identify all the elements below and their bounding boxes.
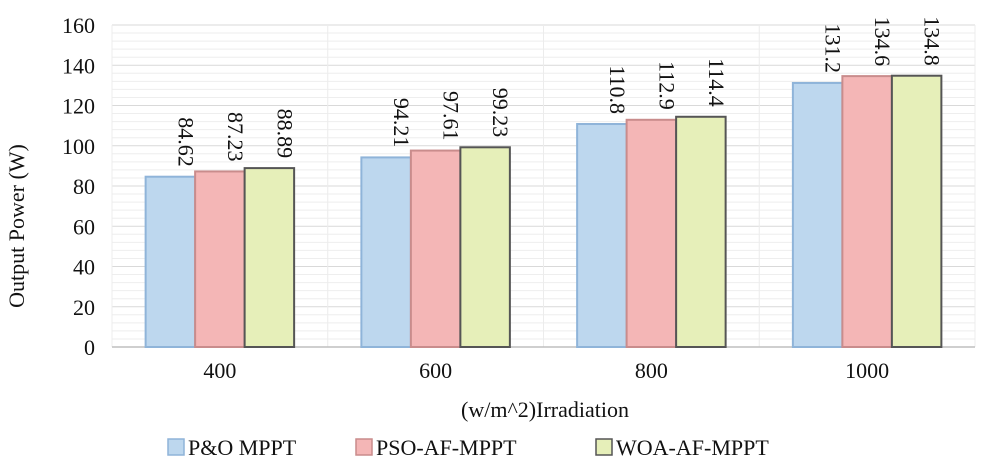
data-label: 112.9 (654, 61, 679, 110)
legend-swatch (595, 438, 613, 456)
bar-p-o-mppt-800 (576, 123, 628, 348)
y-tick-label: 0 (84, 335, 95, 360)
bar-woa-af-mppt-800 (675, 115, 727, 348)
bar-p-o-mppt-400 (144, 175, 197, 348)
bar-pso-af-mppt-400 (194, 170, 246, 348)
data-label: 88.89 (272, 109, 297, 159)
bar-pso-af-mppt-1000 (841, 75, 893, 349)
y-axis-title: Output Power (W) (4, 144, 29, 308)
y-tick-label: 40 (73, 255, 95, 280)
legend-label: PSO-AF-MPPT (376, 435, 517, 460)
legend-label: WOA-AF-MPPT (616, 435, 769, 460)
data-label: 87.23 (223, 112, 248, 162)
x-tick-label: 800 (635, 358, 668, 383)
x-tick-label: 600 (419, 358, 452, 383)
bar-p-o-mppt-1000 (791, 81, 844, 349)
bar-pso-af-mppt-800 (625, 118, 678, 348)
y-tick-label: 20 (73, 295, 95, 320)
y-tick-label: 80 (73, 174, 95, 199)
bar-woa-af-mppt-400 (243, 167, 296, 348)
y-tick-label: 160 (62, 13, 95, 38)
y-tick-label: 120 (62, 94, 95, 119)
data-label: 110.8 (605, 65, 630, 114)
y-tick-label: 100 (62, 134, 95, 159)
bar-pso-af-mppt-600 (409, 149, 462, 348)
bar-woa-af-mppt-600 (459, 146, 511, 348)
bar-layer (144, 74, 943, 349)
data-label: 114.4 (704, 58, 729, 107)
x-axis-title: (w/m^2)Irradiation (461, 397, 629, 422)
x-tick-label: 400 (203, 358, 236, 383)
data-label: 94.21 (389, 98, 414, 148)
y-tick-label: 60 (73, 214, 95, 239)
data-label: 97.61 (439, 91, 464, 141)
label-layer: 84.62 94.21 110.8 131.2 87.23 97.61 112.9 134.6… (173, 16, 944, 166)
data-label: 131.2 (821, 23, 846, 73)
data-label: 134.8 (920, 16, 945, 66)
legend-label: P&O MPPT (188, 435, 297, 460)
data-label: 99.23 (488, 88, 513, 138)
x-tick-label: 1000 (845, 358, 889, 383)
legend: P&O MPPT PSO-AF-MPPT WOA-AF-MPPT (167, 435, 769, 460)
data-label: 134.6 (870, 17, 895, 67)
data-label: 84.62 (173, 117, 198, 167)
y-tick-label: 140 (62, 53, 95, 78)
legend-swatch (167, 438, 185, 456)
legend-swatch (355, 438, 373, 456)
bar-p-o-mppt-600 (360, 156, 412, 348)
bar-woa-af-mppt-1000 (890, 74, 943, 348)
